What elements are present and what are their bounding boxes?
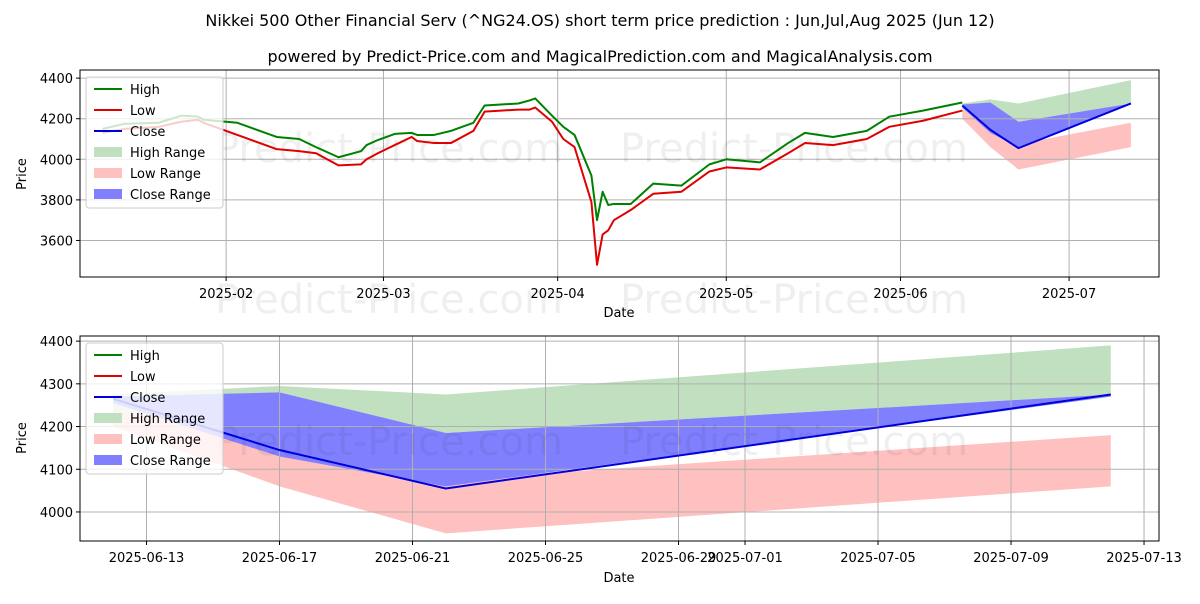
y-tick-label: 4400 xyxy=(40,72,73,87)
legend-high-range-swatch xyxy=(94,413,122,423)
legend-close-range-label: Close Range xyxy=(130,454,211,469)
high-range-band xyxy=(113,345,1111,433)
x-axis-label-bottom: Date xyxy=(603,571,634,586)
y-axis-label-top: Price xyxy=(15,158,30,190)
x-tick-label: 2025-07-01 xyxy=(707,551,783,566)
legend-high-label: High xyxy=(130,83,160,98)
legend-low-range-label: Low Range xyxy=(130,433,201,448)
legend-bottom: High Low Close High Range Low Range Close Ran… xyxy=(85,342,224,475)
legend-close-range-label: Close Range xyxy=(130,188,211,203)
y-tick-label: 4000 xyxy=(40,506,73,521)
y-axis-label-bottom: Price xyxy=(15,422,30,454)
x-tick-label: 2025-03 xyxy=(356,287,410,302)
low-range-band xyxy=(962,110,1131,170)
x-tick-label: 2025-06-25 xyxy=(508,551,584,566)
x-tick-label: 2025-07-09 xyxy=(973,551,1049,566)
x-tick-label: 2025-06-13 xyxy=(109,551,185,566)
legend-low-range-swatch xyxy=(94,434,122,444)
y-tick-label: 4400 xyxy=(40,335,73,350)
y-tick-label: 4200 xyxy=(40,113,73,128)
low-price-line xyxy=(102,106,963,266)
legend-low-label: Low xyxy=(130,370,156,385)
legend-high-range-label: High Range xyxy=(130,412,205,427)
legend-close-range-swatch xyxy=(94,455,122,465)
y-tick-label: 4200 xyxy=(40,421,73,436)
x-tick-label: 2025-07-05 xyxy=(840,551,916,566)
legend-high-range-label: High Range xyxy=(130,146,205,161)
plot-frame-top xyxy=(79,69,1160,278)
legend-low-range-swatch xyxy=(94,168,122,178)
top-panel: Predict-Price.com Predict-Price.com Pred… xyxy=(15,69,1160,323)
watermark: Predict-Price.com xyxy=(215,126,563,172)
watermark: Predict-Price.com xyxy=(620,277,968,323)
legend-low-range-label: Low Range xyxy=(130,167,201,182)
y-tick-label: 3800 xyxy=(40,194,73,209)
legend-close-label: Close xyxy=(130,391,165,406)
x-tick-label: 2025-06-21 xyxy=(375,551,451,566)
legend-high-label: High xyxy=(130,349,160,364)
plot-frame-bottom xyxy=(79,335,1160,542)
close-range-band xyxy=(962,102,1131,148)
close-forecast-line xyxy=(961,102,1132,150)
y-tick-label: 4300 xyxy=(40,378,73,393)
x-tick-label: 2025-02 xyxy=(199,287,253,302)
watermarks-top: Predict-Price.com Predict-Price.com Pred… xyxy=(215,126,968,323)
x-tick-label: 2025-06-29 xyxy=(641,551,717,566)
high-range-band xyxy=(962,80,1131,122)
legend-close-label: Close xyxy=(130,125,165,140)
watermark: Predict-Price.com xyxy=(620,419,968,465)
x-tick-label: 2025-07-13 xyxy=(1106,551,1182,566)
high-price-line xyxy=(102,97,963,222)
legend-low-label: Low xyxy=(130,104,156,119)
x-tick-label: 2025-05 xyxy=(699,287,753,302)
watermarks-bottom: Predict-Price.com Predict-Price.com xyxy=(215,419,968,465)
x-tick-label: 2025-07 xyxy=(1042,287,1096,302)
legend-top: High Low Close High Range Low Range Close Ran… xyxy=(85,76,224,209)
bottom-panel: Predict-Price.com Predict-Price.com 4000… xyxy=(15,335,1182,586)
x-axis-label-top: Date xyxy=(603,306,634,321)
y-tick-label: 3600 xyxy=(40,234,73,249)
x-tick-label: 2025-06-17 xyxy=(242,551,318,566)
watermark: Predict-Price.com xyxy=(215,419,563,465)
y-tick-label: 4100 xyxy=(40,463,73,478)
y-tick-label: 4000 xyxy=(40,153,73,168)
chart-subtitle: powered by Predict-Price.com and Magical… xyxy=(267,47,932,66)
x-tick-label: 2025-06 xyxy=(873,287,927,302)
chart-title: Nikkei 500 Other Financial Serv (^NG24.O… xyxy=(205,11,994,30)
low-range-band xyxy=(113,409,1111,534)
x-tick-label: 2025-04 xyxy=(531,287,585,302)
legend-high-range-swatch xyxy=(94,147,122,157)
watermark: Predict-Price.com xyxy=(215,277,563,323)
legend-close-range-swatch xyxy=(94,189,122,199)
close-range-band xyxy=(113,392,1111,487)
